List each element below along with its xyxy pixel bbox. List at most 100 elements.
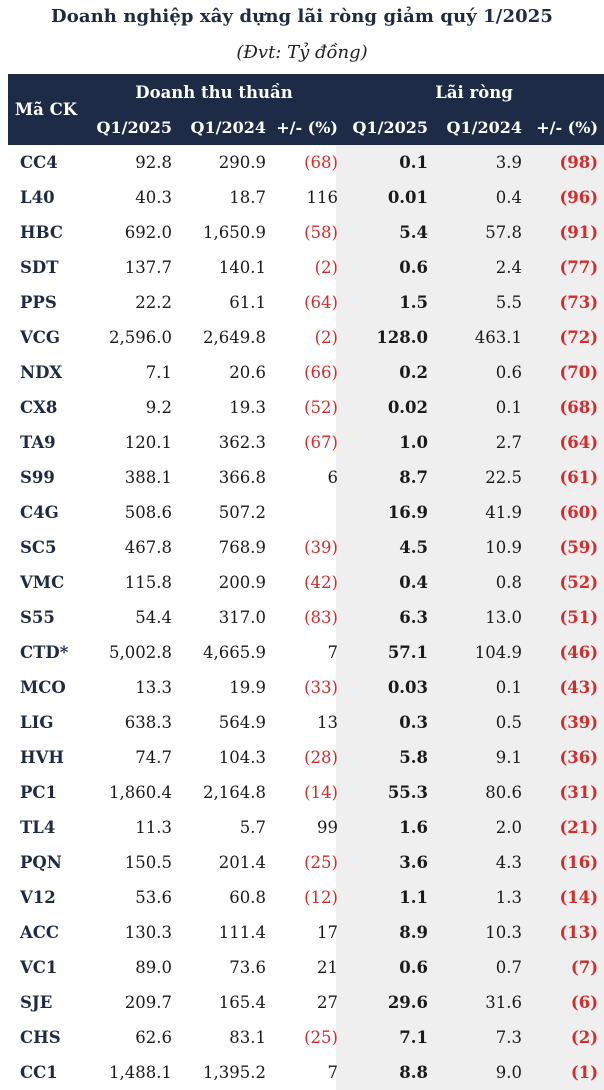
cell-revenue-change: 116 [306, 188, 339, 207]
cell-revenue-q1-2024: 2,649.8 [203, 328, 266, 347]
cell-revenue-change: (28) [304, 748, 338, 767]
cell-revenue-q1-2025: 1,488.1 [109, 1063, 172, 1082]
cell-revenue-change: (25) [304, 853, 338, 872]
cell-revenue-q1-2024: 1,650.9 [203, 223, 266, 242]
cell-profit-q1-2025: 7.1 [399, 1028, 428, 1047]
cell-profit-change: (70) [559, 363, 599, 382]
cell-profit-q1-2024: 31.6 [485, 993, 522, 1012]
cell-profit-q1-2025: 0.6 [399, 258, 428, 277]
cell-profit-q1-2024: 0.6 [495, 363, 522, 382]
table-row: CX8 9.2 19.3 (52) 0.02 0.1 (68) [8, 390, 604, 425]
cell-profit-change: (2) [570, 1028, 599, 1047]
cell-profit-q1-2025: 29.6 [387, 993, 428, 1012]
cell-profit-q1-2025: 0.02 [387, 398, 428, 417]
unit-note: (Đvt: Tỷ đồng) [236, 42, 368, 63]
cell-revenue-q1-2025: 130.3 [124, 923, 172, 942]
cell-profit-q1-2024: 10.3 [485, 923, 522, 942]
cell-revenue-q1-2024: 507.2 [218, 503, 266, 522]
cell-code: TA9 [20, 433, 56, 452]
table-row: PQN 150.5 201.4 (25) 3.6 4.3 (16) [8, 845, 604, 880]
cell-profit-change: (61) [559, 468, 599, 487]
cell-profit-q1-2024: 9.1 [495, 748, 522, 767]
cell-revenue-q1-2025: 62.6 [135, 1028, 172, 1047]
cell-profit-change: (64) [559, 433, 599, 452]
cell-profit-q1-2024: 0.4 [495, 188, 522, 207]
cell-profit-q1-2025: 16.9 [387, 503, 428, 522]
cell-revenue-q1-2025: 120.1 [124, 433, 172, 452]
cell-profit-change: (91) [559, 223, 599, 242]
cell-revenue-q1-2024: 60.8 [229, 888, 266, 907]
cell-profit-q1-2024: 80.6 [485, 783, 522, 802]
cell-code: CC1 [20, 1063, 58, 1082]
cell-code: PC1 [20, 783, 58, 802]
cell-profit-q1-2024: 2.4 [495, 258, 522, 277]
cell-code: VC1 [20, 958, 58, 977]
cell-profit-q1-2025: 0.3 [399, 713, 428, 732]
cell-revenue-change: (42) [304, 573, 338, 592]
cell-revenue-q1-2024: 564.9 [218, 713, 266, 732]
cell-profit-change: (21) [559, 818, 599, 837]
cell-revenue-change: 17 [317, 923, 338, 942]
cell-revenue-q1-2025: 115.8 [124, 573, 172, 592]
cell-revenue-change: (64) [304, 293, 338, 312]
cell-revenue-change: (58) [304, 223, 338, 242]
cell-profit-q1-2025: 3.6 [399, 853, 428, 872]
cell-profit-q1-2025: 0.01 [387, 188, 428, 207]
cell-profit-q1-2025: 0.4 [399, 573, 428, 592]
cell-revenue-change: (39) [304, 538, 338, 557]
cell-profit-change: (13) [559, 923, 599, 942]
header-profit-q1-2024: Q1/2024 [434, 110, 528, 145]
table-row: CTD* 5,002.8 4,665.9 7 57.1 104.9 (46) [8, 635, 604, 670]
cell-revenue-change: 99 [317, 818, 338, 837]
cell-code: VCG [20, 328, 61, 347]
cell-revenue-q1-2025: 1,860.4 [109, 783, 172, 802]
cell-revenue-q1-2025: 9.2 [145, 398, 172, 417]
cell-code: SDT [20, 258, 59, 277]
cell-profit-q1-2024: 3.9 [495, 153, 522, 172]
cell-revenue-q1-2024: 2,164.8 [203, 783, 266, 802]
cell-profit-change: (43) [559, 678, 599, 697]
cell-profit-change: (52) [559, 573, 599, 592]
cell-code: CHS [20, 1028, 61, 1047]
cell-revenue-q1-2024: 73.6 [229, 958, 266, 977]
cell-profit-q1-2025: 1.0 [399, 433, 428, 452]
profit-columns-band [336, 145, 604, 1090]
cell-code: HVH [20, 748, 64, 767]
cell-profit-q1-2025: 8.9 [399, 923, 428, 942]
cell-code: CTD* [20, 643, 69, 662]
cell-revenue-change: (83) [304, 608, 338, 627]
table-row: V12 53.6 60.8 (12) 1.1 1.3 (14) [8, 880, 604, 915]
cell-profit-q1-2025: 0.1 [399, 153, 428, 172]
cell-profit-q1-2025: 1.1 [399, 888, 428, 907]
cell-profit-q1-2024: 5.5 [495, 293, 522, 312]
cell-revenue-q1-2025: 40.3 [135, 188, 172, 207]
cell-revenue-q1-2024: 768.9 [218, 538, 266, 557]
cell-revenue-change: (66) [304, 363, 338, 382]
cell-code: PQN [20, 853, 62, 872]
table-row: LIG 638.3 564.9 13 0.3 0.5 (39) [8, 705, 604, 740]
cell-profit-q1-2024: 0.5 [495, 713, 522, 732]
cell-profit-q1-2025: 8.7 [399, 468, 428, 487]
cell-revenue-q1-2025: 209.7 [124, 993, 172, 1012]
cell-revenue-change: 6 [327, 468, 339, 487]
cell-revenue-q1-2024: 1,395.2 [203, 1063, 266, 1082]
cell-revenue-q1-2025: 54.4 [135, 608, 172, 627]
cell-revenue-change: (33) [304, 678, 338, 697]
cell-revenue-q1-2024: 200.9 [218, 573, 266, 592]
cell-profit-change: (51) [559, 608, 599, 627]
cell-profit-q1-2024: 104.9 [474, 643, 522, 662]
cell-revenue-change: (2) [314, 328, 338, 347]
cell-revenue-change: 21 [317, 958, 338, 977]
header-profit-q1-2025: Q1/2025 [344, 110, 434, 145]
cell-code: VMC [20, 573, 65, 592]
table-row: MCO 13.3 19.9 (33) 0.03 0.1 (43) [8, 670, 604, 705]
header-code: Mã CK [8, 74, 84, 145]
cell-revenue-q1-2024: 111.4 [218, 923, 266, 942]
cell-profit-change: (6) [570, 993, 599, 1012]
cell-profit-change: (46) [559, 643, 599, 662]
cell-profit-q1-2025: 1.5 [399, 293, 428, 312]
table-row: CHS 62.6 83.1 (25) 7.1 7.3 (2) [8, 1020, 604, 1055]
header-revenue-q1-2024: Q1/2024 [178, 110, 272, 145]
cell-profit-change: (60) [559, 503, 599, 522]
cell-revenue-q1-2025: 388.1 [124, 468, 172, 487]
